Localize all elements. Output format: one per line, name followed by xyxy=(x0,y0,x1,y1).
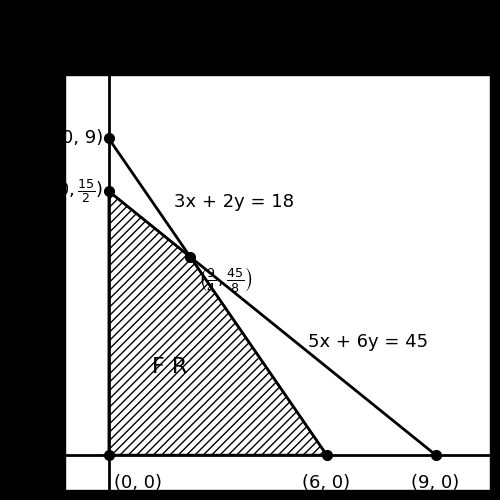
Text: (0, 0): (0, 0) xyxy=(114,474,162,492)
Text: F R: F R xyxy=(152,357,188,377)
Text: 5x + 6y = 45: 5x + 6y = 45 xyxy=(308,334,428,351)
Polygon shape xyxy=(108,191,326,455)
Text: $(0,\frac{15}{2})$: $(0,\frac{15}{2})$ xyxy=(50,177,103,205)
Text: (9, 0): (9, 0) xyxy=(412,474,460,492)
Text: 3x + 2y = 18: 3x + 2y = 18 xyxy=(174,192,294,210)
Text: (6, 0): (6, 0) xyxy=(302,474,350,492)
Text: $\left(\frac{9}{4},\frac{45}{8}\right)$: $\left(\frac{9}{4},\frac{45}{8}\right)$ xyxy=(198,265,252,294)
Text: (0, 9): (0, 9) xyxy=(55,130,103,148)
